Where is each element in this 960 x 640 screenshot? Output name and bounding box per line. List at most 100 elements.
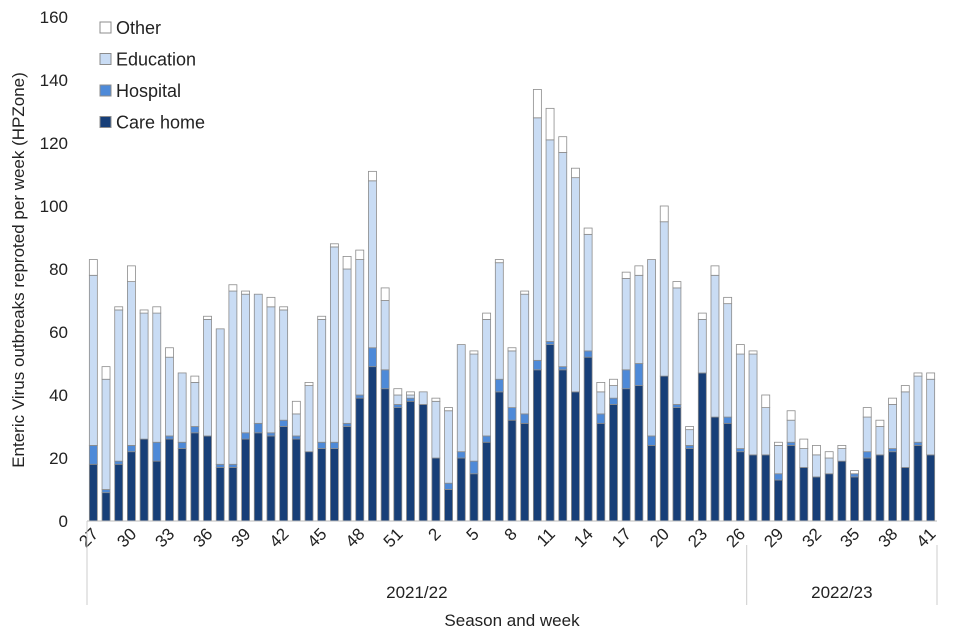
bar-stack-3 <box>127 265 136 522</box>
x-tick-label: 35 <box>837 524 864 551</box>
bar-care-home <box>380 388 390 522</box>
bar-education <box>469 353 479 462</box>
bar-hospital <box>241 432 250 440</box>
bar-other <box>723 296 733 305</box>
bar-education <box>799 448 809 468</box>
bar-education <box>342 268 352 424</box>
bar-other <box>621 271 631 279</box>
bar-hospital <box>507 407 517 421</box>
bar-other <box>494 259 504 264</box>
bar-stack-23 <box>380 287 390 522</box>
bar-stack-5 <box>152 306 162 522</box>
legend-label: Other <box>116 18 161 38</box>
bar-hospital <box>406 397 415 402</box>
bar-stack-27 <box>431 397 441 522</box>
bar-care-home <box>571 391 580 522</box>
bar-other <box>850 470 859 475</box>
bar-education <box>634 274 644 364</box>
bar-education <box>875 426 885 456</box>
bar-education <box>710 274 720 418</box>
bar-hospital <box>279 419 289 427</box>
bar-care-home <box>786 444 796 522</box>
bar-hospital <box>329 441 339 449</box>
bar-other <box>761 394 771 409</box>
bar-hospital <box>634 363 644 386</box>
bar-stack-29 <box>456 344 466 522</box>
bar-other <box>672 281 682 289</box>
bar-hospital <box>215 463 225 468</box>
bar-hospital <box>291 435 301 440</box>
bar-stack-54 <box>774 441 783 522</box>
bar-education <box>304 385 314 453</box>
bar-care-home <box>532 369 542 522</box>
bar-other <box>786 410 796 421</box>
bar-stack-22 <box>368 170 377 522</box>
bar-hospital <box>850 473 859 478</box>
bar-other <box>241 290 250 295</box>
bar-stack-28 <box>444 407 453 522</box>
x-tick-label: 17 <box>608 524 635 551</box>
x-tick-label: 39 <box>228 524 255 551</box>
bar-education <box>190 381 200 427</box>
bar-care-home <box>456 457 466 522</box>
bar-other <box>380 287 390 301</box>
y-tick-label: 40 <box>49 386 68 405</box>
bar-care-home <box>837 460 847 522</box>
bar-care-home <box>444 489 453 522</box>
bar-education <box>406 394 415 399</box>
bar-care-home <box>482 441 492 522</box>
bar-other <box>837 444 847 449</box>
season-label: 2021/22 <box>386 583 447 602</box>
bar-care-home <box>215 467 225 522</box>
bar-care-home <box>659 375 669 522</box>
bar-education <box>774 444 783 475</box>
bar-other <box>190 375 200 383</box>
x-tick-label: 11 <box>533 524 559 550</box>
legend-swatch <box>99 116 112 128</box>
bar-stack-43 <box>634 265 644 522</box>
bar-care-home <box>418 404 428 522</box>
x-tick-label: 8 <box>501 524 521 544</box>
bar-education <box>748 353 758 456</box>
y-tick-label: 140 <box>40 71 68 90</box>
bar-hospital <box>266 432 276 437</box>
bar-care-home <box>710 416 720 522</box>
bar-hospital <box>888 448 897 453</box>
bar-other <box>685 426 695 431</box>
bar-other <box>431 397 441 402</box>
bar-stack-41 <box>609 378 618 522</box>
bar-hospital <box>647 435 656 446</box>
bar-hospital <box>735 448 745 453</box>
bar-hospital <box>152 441 162 462</box>
bar-stack-6 <box>165 347 174 522</box>
bar-other <box>596 381 606 393</box>
bar-education <box>152 312 162 443</box>
bar-stack-65 <box>913 372 923 522</box>
legend-item: Care home <box>99 113 205 133</box>
bar-care-home <box>368 366 377 522</box>
bar-other <box>634 265 644 276</box>
bar-hospital <box>380 369 390 390</box>
bar-other <box>532 89 542 119</box>
bar-education <box>900 391 910 468</box>
bar-hospital <box>165 435 174 440</box>
bar-hospital <box>482 435 492 443</box>
bar-stack-20 <box>342 255 352 522</box>
bar-care-home <box>583 356 593 522</box>
bar-care-home <box>304 451 314 522</box>
bar-care-home <box>647 444 656 522</box>
bar-other <box>368 170 377 182</box>
bar-education <box>317 318 327 443</box>
bar-care-home <box>875 454 885 522</box>
bar-stack-45 <box>659 205 669 522</box>
bar-stack-51 <box>735 344 745 522</box>
bar-stack-63 <box>888 397 897 522</box>
bar-stack-8 <box>190 375 200 522</box>
bar-education <box>418 391 428 405</box>
bar-hospital <box>685 444 695 449</box>
bar-other <box>824 451 834 459</box>
bar-other <box>697 312 707 320</box>
bar-care-home <box>431 457 441 522</box>
bar-stack-57 <box>812 444 821 522</box>
